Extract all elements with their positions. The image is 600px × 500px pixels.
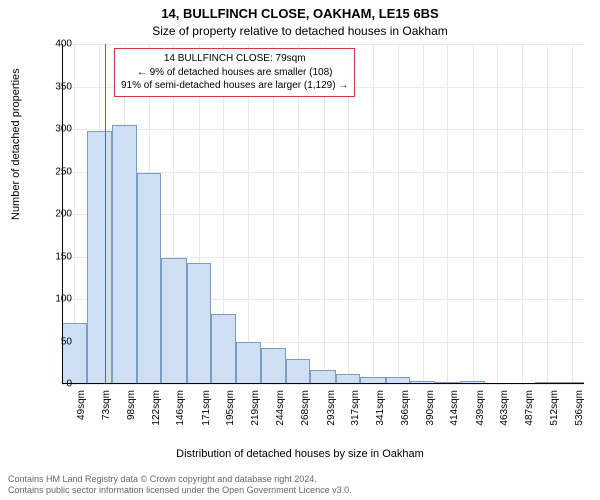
x-axis-line [62,383,584,384]
y-axis-label: Number of detached properties [10,68,22,220]
x-tick-label: 98sqm [126,390,137,430]
x-tick-label: 439sqm [475,390,486,430]
x-tick-label: 414sqm [449,390,460,430]
histogram-bar [236,342,262,385]
x-tick-label: 536sqm [574,390,585,430]
gridline-vertical [522,44,523,384]
gridline-horizontal [62,384,584,385]
x-tick-label: 293sqm [326,390,337,430]
x-tick-label: 73sqm [101,390,112,430]
y-tick-label: 100 [32,294,72,305]
x-tick-label: 195sqm [225,390,236,430]
annotation-line1: 14 BULLFINCH CLOSE: 79sqm [121,52,348,66]
x-tick-label: 171sqm [201,390,212,430]
y-tick-label: 150 [32,251,72,262]
x-tick-label: 390sqm [425,390,436,430]
histogram-bar [112,125,137,384]
y-tick-label: 350 [32,81,72,92]
gridline-vertical [473,44,474,384]
histogram-bar [87,131,113,384]
footer-line2: Contains public sector information licen… [8,485,352,497]
annotation-line2: ← 9% of detached houses are smaller (108… [121,66,348,80]
gridline-vertical [398,44,399,384]
footer-attribution: Contains HM Land Registry data © Crown c… [8,474,352,497]
property-marker-line [105,44,107,384]
gridline-vertical [373,44,374,384]
x-tick-label: 366sqm [400,390,411,430]
y-tick-label: 300 [32,124,72,135]
footer-line1: Contains HM Land Registry data © Crown c… [8,474,352,486]
annotation-line3: 91% of semi-detached houses are larger (… [121,79,348,93]
histogram-bar [137,173,162,384]
x-tick-label: 146sqm [175,390,186,430]
x-tick-label: 487sqm [524,390,535,430]
histogram-bar [261,348,286,384]
gridline-vertical [447,44,448,384]
y-tick-label: 200 [32,209,72,220]
x-tick-label: 122sqm [151,390,162,430]
chart-area: 14 BULLFINCH CLOSE: 79sqm← 9% of detache… [62,44,584,384]
chart-title-main: 14, BULLFINCH CLOSE, OAKHAM, LE15 6BS [0,6,600,21]
x-tick-label: 219sqm [250,390,261,430]
y-tick-label: 50 [32,336,72,347]
plot-region: 14 BULLFINCH CLOSE: 79sqm← 9% of detache… [62,44,584,384]
chart-container: 14, BULLFINCH CLOSE, OAKHAM, LE15 6BS Si… [0,0,600,500]
gridline-vertical [423,44,424,384]
gridline-vertical [547,44,548,384]
y-tick-label: 400 [32,39,72,50]
histogram-bar [62,323,87,384]
y-tick-label: 0 [32,379,72,390]
histogram-bar [187,263,212,384]
histogram-bar [161,258,187,384]
x-tick-label: 341sqm [375,390,386,430]
x-tick-label: 49sqm [76,390,87,430]
annotation-box: 14 BULLFINCH CLOSE: 79sqm← 9% of detache… [114,48,355,97]
x-tick-label: 268sqm [300,390,311,430]
gridline-vertical [572,44,573,384]
x-tick-label: 512sqm [549,390,560,430]
histogram-bar [286,359,311,385]
y-tick-label: 250 [32,166,72,177]
x-tick-label: 463sqm [499,390,510,430]
chart-title-sub: Size of property relative to detached ho… [0,24,600,38]
x-tick-label: 317sqm [350,390,361,430]
x-tick-label: 244sqm [275,390,286,430]
gridline-vertical [497,44,498,384]
x-axis-label: Distribution of detached houses by size … [0,448,600,460]
histogram-bar [211,314,236,384]
histogram-bar [310,370,336,384]
